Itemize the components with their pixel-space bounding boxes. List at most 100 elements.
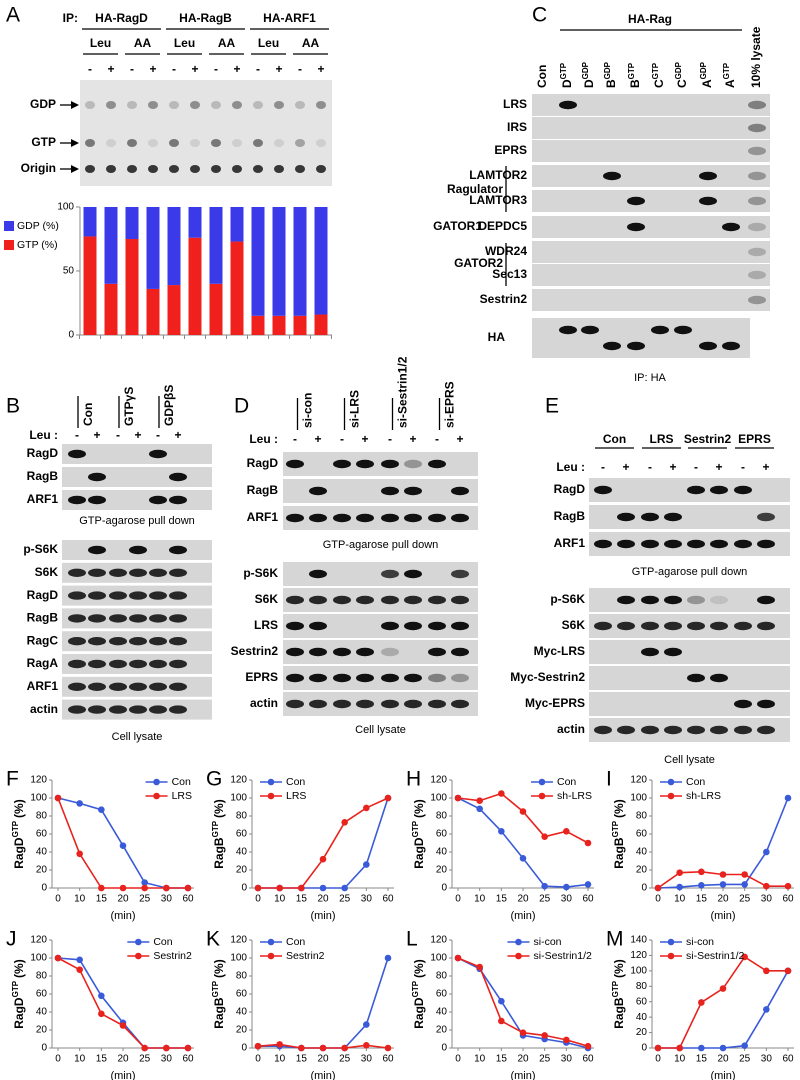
y-label-main: RagB [612, 837, 626, 869]
blot-band [129, 659, 147, 669]
blot-band [68, 705, 86, 714]
x-tick-label: 20 [317, 894, 329, 905]
data-point [698, 999, 705, 1006]
data-point [541, 833, 548, 840]
blot-strip [532, 140, 770, 162]
y-label-unit: (%) [612, 959, 626, 978]
blot-band [757, 512, 775, 522]
column-label: CGDP [674, 61, 690, 88]
blot-band [309, 569, 327, 579]
blot-band [381, 699, 399, 709]
tlc-spot [274, 139, 284, 147]
x-tick-label: 30 [561, 894, 573, 905]
legend-label: GDP (%) [17, 220, 59, 232]
data-point [98, 1010, 105, 1018]
column-name: B [628, 79, 642, 88]
y-tick-label: 20 [436, 1025, 448, 1036]
row-label: p-S6K [23, 542, 58, 556]
row-label: actin [30, 702, 58, 716]
y-tick-label: 100 [30, 953, 47, 964]
data-point [741, 1042, 748, 1049]
x-tick-label: 30 [161, 1054, 173, 1065]
blot-band [381, 595, 399, 605]
panel-letter: G [206, 768, 222, 791]
row-label: RagB [554, 509, 586, 523]
lane-sign: - [648, 460, 652, 474]
blot-band [381, 673, 399, 683]
x-tick-label: 15 [696, 894, 708, 905]
bar-segment [209, 283, 223, 335]
x-tick-label: 15 [96, 894, 108, 905]
bar-segment [314, 314, 328, 335]
x-tick-label: 0 [55, 894, 61, 905]
column-sup: GDP [581, 61, 590, 79]
data-point [741, 953, 748, 961]
blot-band [710, 539, 728, 549]
blot-band [594, 621, 612, 631]
blot-band [687, 725, 705, 735]
y-label-main: RagD [412, 997, 426, 1029]
lane-sign: - [156, 428, 160, 442]
blot-band [381, 647, 399, 657]
lane-sign: - [694, 460, 698, 474]
legend: Con sh-LRS [660, 776, 721, 802]
blot-band [734, 725, 752, 735]
tlc-spot [148, 139, 158, 147]
row-label: RagD [554, 482, 586, 496]
bar-segment [230, 207, 244, 242]
data-point [341, 819, 348, 826]
blot-band [641, 621, 659, 631]
y-tick-label: 60 [236, 989, 248, 1000]
bar-segment [167, 285, 181, 335]
y-tick-label: 0 [641, 1043, 647, 1054]
blot-band [88, 591, 106, 600]
y-tick-label: 120 [30, 775, 47, 786]
y-tick-label: 100 [430, 953, 447, 964]
y-label-sup: GTP [411, 980, 420, 997]
x-tick-label: 0 [655, 894, 661, 905]
blot-band [356, 647, 374, 657]
data-point [719, 1044, 727, 1052]
blot-band [169, 472, 187, 482]
data-point [541, 882, 548, 890]
blot-band [748, 247, 766, 257]
blot-band [129, 637, 147, 646]
data-point [298, 884, 305, 892]
data-point [76, 966, 83, 973]
column-name: D [582, 79, 596, 88]
column-label: BGTP [627, 62, 643, 88]
column-sup: GTP [559, 62, 568, 79]
column-label: EPRS [738, 432, 771, 446]
row-label: RagB [247, 483, 279, 497]
x-axis-label: (min) [710, 1070, 735, 1080]
column-label: GTPγS [122, 387, 136, 426]
y-label-sup: GTP [211, 980, 220, 997]
blot-band [617, 539, 635, 549]
blot-band [286, 699, 304, 709]
lane-sign: + [456, 432, 463, 446]
x-tick-label: 15 [496, 894, 508, 905]
data-point [141, 879, 148, 886]
blot-band [664, 595, 682, 605]
blot-band [309, 699, 327, 709]
blot-band [734, 485, 752, 495]
lane-sign: - [256, 62, 260, 76]
legend-label: Con [172, 776, 191, 788]
blot-band [333, 647, 351, 657]
y-label-sup: GTP [211, 820, 220, 837]
row-label: Sestrin2 [480, 292, 528, 306]
data-point [654, 1044, 662, 1052]
legend-marker [667, 778, 675, 786]
blot-band [381, 621, 399, 631]
blot-band [748, 123, 766, 133]
legend-swatch [4, 240, 14, 250]
tlc-spot [253, 139, 263, 147]
y-tick-label: 50 [63, 266, 75, 277]
group-label: HA-ARF1 [263, 11, 316, 25]
y-tick-label: 40 [436, 1007, 448, 1018]
y-tick-label: 80 [236, 971, 248, 982]
blot-band [451, 621, 469, 631]
data-point [498, 828, 505, 835]
data-point [519, 1029, 527, 1036]
